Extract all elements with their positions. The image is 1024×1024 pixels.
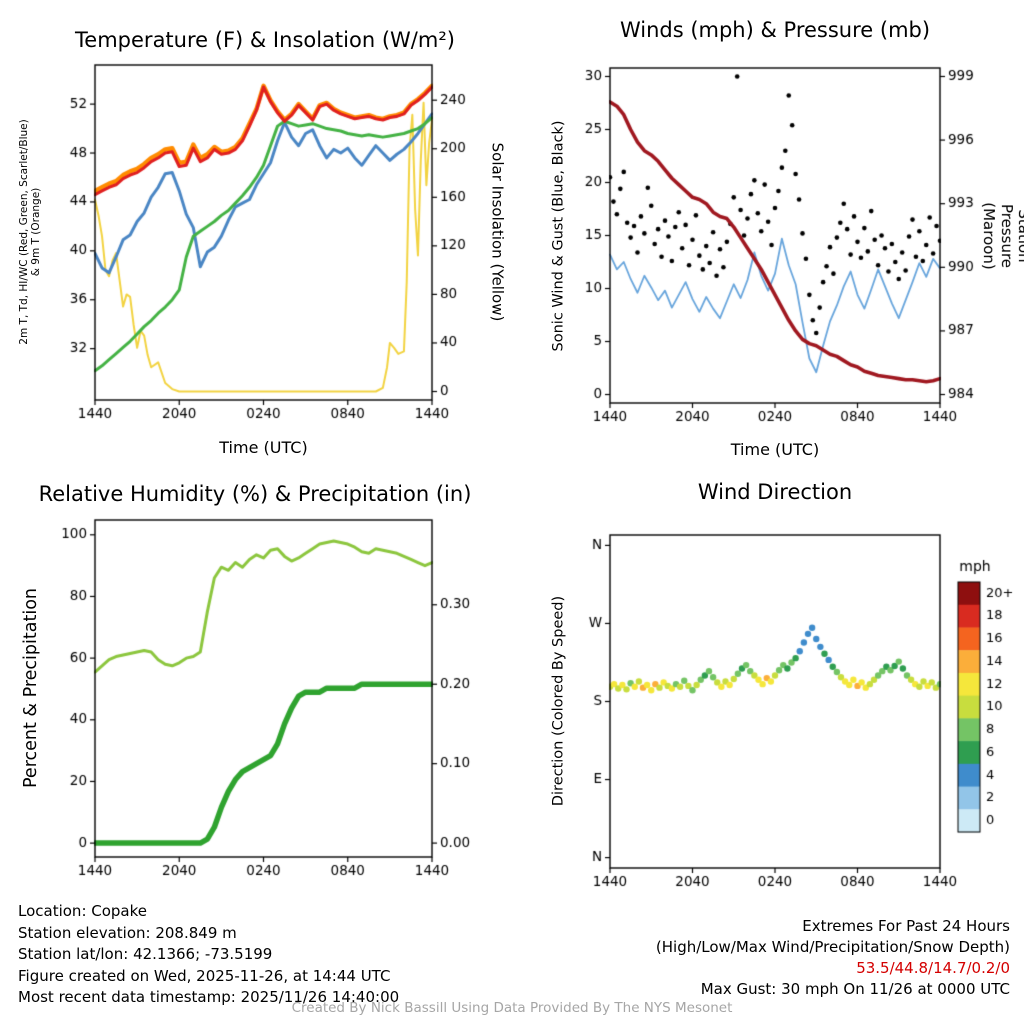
credit-line: Created By Nick Bassill Using Data Provi… — [291, 1000, 733, 1016]
wind-direction-chart — [512, 470, 1024, 900]
humidity-precipitation-chart — [0, 470, 512, 900]
winds-chart-title: Winds (mph) & Pressure (mb) — [619, 18, 931, 42]
rh-chart-title: Relative Humidity (%) & Precipitation (i… — [38, 482, 472, 506]
extremes-title: Extremes For Past 24 Hours — [802, 917, 1010, 935]
data-timestamp: Most recent data timestamp: 2025/11/26 1… — [18, 988, 400, 1006]
max-gust: Max Gust: 30 mph On 11/26 at 0000 UTC — [700, 980, 1010, 998]
temperature-insolation-chart — [0, 0, 512, 470]
wdir-chart-title: Wind Direction — [697, 480, 853, 504]
rh-left-axis-label: Percent & Precipitation — [20, 587, 41, 789]
temp-xaxis-label: Time (UTC) — [219, 438, 308, 457]
winds-right-axis-label: Station Pressure (Maroon) — [980, 202, 1024, 270]
extremes-summary: Extremes For Past 24 Hours (High/Low/Max… — [656, 916, 1010, 1000]
station-elevation: Station elevation: 208.849 m — [18, 923, 237, 942]
temp-right-axis-label: Solar Insolation (Yellow) — [488, 142, 507, 322]
extremes-subtitle: (High/Low/Max Wind/Precipitation/Snow De… — [655, 938, 1010, 956]
winds-xaxis-label: Time (UTC) — [730, 440, 820, 459]
winds-pressure-chart — [512, 0, 1024, 470]
figure-created: Figure created on Wed, 2025-11-26, at 14… — [18, 966, 391, 985]
station-location: Location: Copake — [18, 902, 148, 920]
winds-left-axis-label: Sonic Wind & Gust (Blue, Black) — [550, 120, 567, 352]
wdir-left-axis-label: Direction (Colored By Speed) — [550, 595, 567, 807]
extremes-values: 53.5/44.8/14.7/0.2/0 — [856, 959, 1010, 977]
temp-chart-title: Temperature (F) & Insolation (W/m²) — [75, 28, 455, 52]
station-info: Location: Copake Station elevation: 208.… — [18, 901, 399, 1009]
station-latlon: Station lat/lon: 42.1366; -73.5199 — [18, 945, 273, 963]
temp-left-axis-label: 2m T, Td, HI/WC (Red, Green, Scarlet/Blu… — [17, 119, 42, 345]
